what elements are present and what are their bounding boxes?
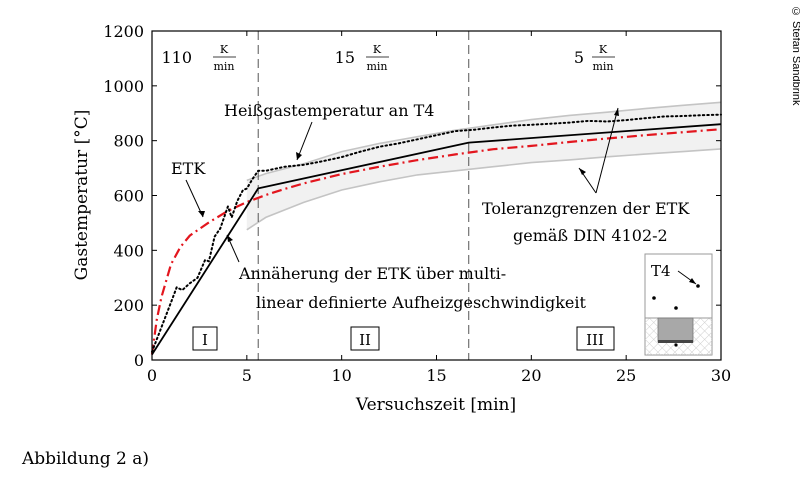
phase-label: III	[586, 331, 604, 349]
tolerance-pointer-upper-head	[614, 108, 619, 116]
x-tick-label: 10	[331, 366, 351, 385]
chart: 0 5 10 15 20 25 30 0 200 400 600 800 1000 1200 Versu…	[72, 22, 731, 415]
y-axis-ticks: 0 200 400 600 800 1000 1200	[103, 22, 721, 370]
x-tick-label: 25	[616, 366, 636, 385]
phase-box-2: II	[350, 326, 380, 351]
rate-label-phase-3: 5 K min	[574, 43, 615, 73]
phase-box-1: I	[192, 326, 218, 351]
etk-pointer	[185, 179, 204, 218]
rate-value: 110	[161, 48, 192, 67]
etk-pointer-head	[198, 211, 205, 217]
tolerance-annotation-2: gemäß DIN 4102-2	[513, 226, 668, 245]
phase-label: I	[202, 331, 208, 349]
approx-pointer-head	[227, 235, 233, 242]
figure-caption: Abbildung 2 a)	[22, 449, 149, 469]
rate-unit-num: K	[599, 43, 608, 56]
rate-unit-num: K	[220, 43, 229, 56]
series-line-2	[151, 113, 722, 353]
y-tick-label: 400	[113, 241, 144, 260]
x-tick-label: 5	[242, 366, 252, 385]
tolerance-lower-line	[246, 148, 722, 231]
inset-point-t4	[696, 284, 700, 288]
inset-label: T4	[651, 262, 671, 280]
x-axis-label: Versuchszeit [min]	[355, 395, 516, 415]
rate-unit-num: K	[373, 43, 382, 56]
tolerance-band	[246, 102, 722, 230]
tolerance-pointer-upper	[595, 107, 619, 194]
rate-label-phase-2: 15 K min	[335, 43, 389, 73]
approx-annotation-2: linear definierte Aufheizgeschwindigkeit	[256, 293, 586, 312]
y-tick-label: 0	[134, 351, 144, 370]
series-layer	[150, 113, 722, 355]
rate-value: 5	[574, 48, 584, 67]
y-tick-label: 200	[113, 296, 144, 315]
rate-unit-den: min	[213, 60, 234, 73]
phase-dividers	[257, 31, 470, 360]
phase-box-3: III	[576, 326, 615, 351]
inset-diagram: T4	[644, 253, 713, 356]
tolerance-pointer-lower-head	[579, 168, 586, 175]
etk-annotation: ETK	[171, 159, 206, 178]
inset-point	[652, 296, 656, 300]
approx-annotation-1: Annäherung der ETK über multi-	[238, 264, 506, 283]
y-tick-label: 600	[113, 187, 144, 206]
rate-unit-den: min	[366, 60, 387, 73]
copyright-notice: © Stefan Sandbrink	[790, 6, 800, 106]
tolerance-annotation-1: Toleranzgrenzen der ETK	[482, 199, 690, 218]
phase-label: II	[359, 331, 371, 349]
x-tick-label: 20	[521, 366, 541, 385]
t4-annotation: Heißgastemperatur an T4	[224, 101, 434, 120]
t4-pointer-head	[296, 152, 302, 160]
x-axis-ticks: 0 5 10 15 20 25 30	[147, 31, 731, 385]
x-tick-label: 30	[711, 366, 731, 385]
tolerance-upper-line	[246, 101, 722, 182]
rate-unit-den: min	[592, 60, 613, 73]
inset-specimen	[657, 317, 694, 343]
y-axis-label: Gastemperatur [°C]	[72, 110, 92, 281]
inset-point	[674, 343, 678, 347]
t4-pointer	[296, 121, 313, 161]
x-tick-label: 15	[426, 366, 446, 385]
x-tick-label: 0	[147, 366, 157, 385]
rate-label-phase-1: 110 K min	[161, 43, 236, 73]
y-tick-label: 800	[113, 132, 144, 151]
inset-point	[674, 306, 678, 310]
series-line-1	[150, 128, 722, 355]
y-tick-label: 1000	[103, 77, 144, 96]
series-line-3	[151, 123, 722, 355]
rate-value: 15	[335, 48, 355, 67]
y-tick-label: 1200	[103, 22, 144, 41]
